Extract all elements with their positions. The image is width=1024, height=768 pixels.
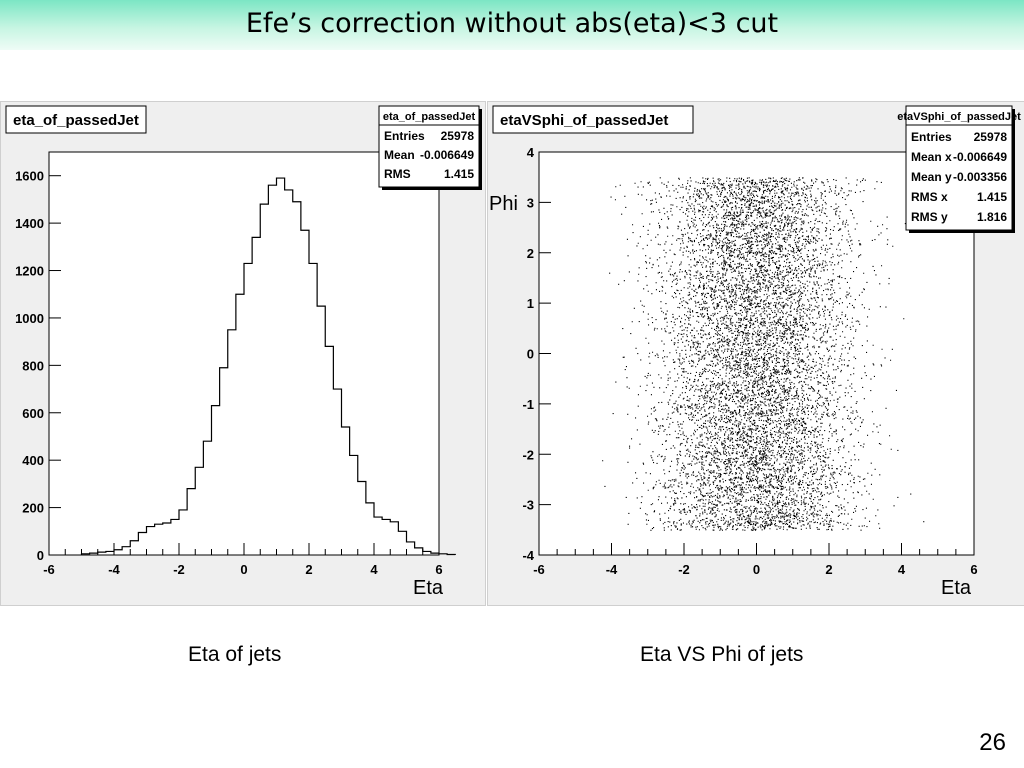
scatter-stats-value: 1.816 [977, 210, 1007, 224]
scatter-x-tick-label: -2 [678, 562, 690, 577]
histogram-y-tick-label: 1600 [15, 169, 44, 184]
scatter-title: etaVSphi_of_passedJet [500, 112, 668, 129]
scatter-stats-value: 25978 [974, 130, 1008, 144]
histogram-stats-value: 25978 [441, 129, 475, 143]
scatter-y-tick-label: -3 [522, 498, 534, 513]
scatter-y-tick-label: 1 [527, 296, 534, 311]
histogram-stats-frame [378, 105, 480, 188]
histogram-x-tick-label: -6 [43, 562, 55, 577]
scatter-y-tick-label: 4 [527, 145, 535, 160]
scatter-x-tick-label: 6 [970, 562, 977, 577]
histogram-y-tick-label: 800 [22, 358, 44, 373]
histogram-x-label: Eta [413, 577, 444, 599]
scatter-stats-frame [905, 105, 1013, 231]
scatter-y-tick-label: 2 [527, 246, 534, 261]
scatter-stats-key: Entries [911, 130, 952, 144]
scatter-stats-name: etaVSphi_of_passedJet [897, 111, 1021, 123]
histogram-stats-value: 1.415 [444, 167, 474, 181]
scatter-title-box [492, 105, 694, 134]
scatter-stats-key: RMS y [911, 210, 948, 224]
scatter-x-tick-label: -4 [606, 562, 618, 577]
scatter-x-tick-label: 2 [825, 562, 832, 577]
scatter-y-tick-label: -1 [522, 397, 534, 412]
scatter-stats-value: -0.006649 [953, 150, 1007, 164]
histogram-y-tick-label: 1400 [15, 216, 44, 231]
scatter-y-label: Phi [489, 193, 518, 215]
scatter-x-tick-label: 4 [898, 562, 906, 577]
slide-title: Efe’s correction without abs(eta)<3 cut [245, 8, 779, 39]
histogram-y-tick-label: 0 [37, 548, 44, 563]
histogram-x-tick-label: 6 [435, 562, 442, 577]
histogram-stats-key: Entries [384, 129, 425, 143]
histogram-y-tick-label: 1200 [15, 264, 44, 279]
histogram-y-tick-label: 400 [22, 453, 44, 468]
caption-eta-of-jets: Eta of jets [188, 643, 282, 666]
scatter-x-tick-label: 0 [753, 562, 760, 577]
histogram-x-tick-label: 4 [370, 562, 378, 577]
scatter-y-tick-label: -4 [522, 548, 534, 563]
histogram-stats-key: Mean [384, 148, 415, 162]
plot-frame [48, 151, 440, 556]
histogram-stats-name: eta_of_passedJet [383, 111, 476, 123]
histogram-line [80, 177, 456, 556]
scatter-stats-key: Mean x [911, 150, 952, 164]
histogram-stats-key: RMS [384, 167, 411, 181]
scatter-stats-value: 1.415 [977, 190, 1007, 204]
histogram-y-tick-label: 200 [22, 501, 44, 516]
histogram-title: eta_of_passedJet [13, 112, 139, 129]
title-bar [0, 0, 1024, 50]
histogram-title-box [5, 105, 147, 134]
histogram-stats-value: -0.006649 [420, 148, 474, 162]
scatter-stats-value: -0.003356 [953, 170, 1007, 184]
scatter-x-tick-label: -6 [533, 562, 545, 577]
histogram-x-tick-label: 0 [240, 562, 247, 577]
histogram-stats-box: eta_of_passedJet Entries 25978 Mean -0.00664… [378, 105, 482, 190]
histogram-x-tick-label: -2 [173, 562, 185, 577]
page-number: 26 [979, 729, 1006, 756]
histogram-y-tick-label: 1000 [15, 311, 44, 326]
histogram-x-tick-label: -4 [108, 562, 120, 577]
scatter-stats-key: RMS x [911, 190, 948, 204]
scatter-stats-box: etaVSphi_of_passedJet Entries 25978 Mean x-… [897, 105, 1021, 233]
scatter-stats-key: Mean y [911, 170, 952, 184]
histogram-y-tick-label: 600 [22, 406, 44, 421]
histogram-chart: -6 -4 -2 0 2 4 602004006008001000120014001600 … [5, 105, 482, 599]
caption-eta-vs-phi: Eta VS Phi of jets [640, 643, 804, 666]
scatter-x-label: Eta [941, 577, 972, 599]
scatter-y-tick-label: 3 [527, 195, 534, 210]
scatter-y-tick-label: 0 [527, 347, 534, 362]
histogram-canvas: -6 -4 -2 0 2 4 6 0 200 400 600 800 1000 1200 1400 1600 … [0, 101, 486, 606]
scatter-canvas: -6 -4 -2 0 2 4 6 -4 -3 -2 -1 0 1 2 3 4 etaVSphi_of_pass… [487, 101, 1024, 606]
histogram-x-tick-label: 2 [305, 562, 312, 577]
scatter-y-tick-label: -2 [522, 447, 534, 462]
